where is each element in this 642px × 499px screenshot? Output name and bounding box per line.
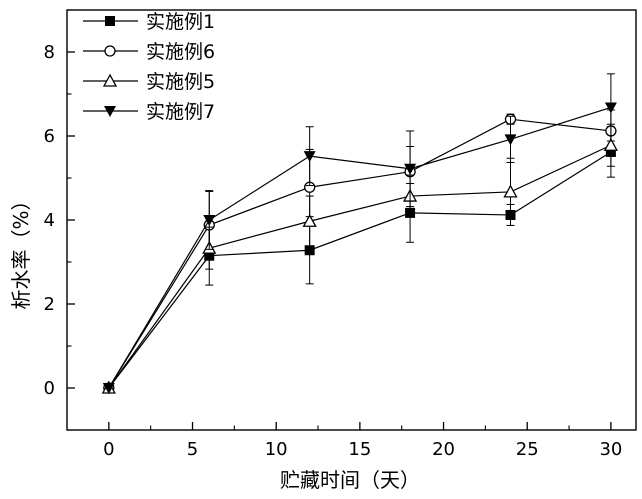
data-point [504,134,516,145]
legend-marker [105,16,115,26]
x-tick-label: 10 [265,439,288,460]
y-tick-label: 8 [44,42,55,63]
series-2 [104,110,616,393]
legend: 实施例1 实施例6 实施例5 实施例7 [83,11,215,123]
legend-label: 实施例7 [146,101,215,123]
x-tick-label: 5 [187,439,198,460]
legend-label: 实施例5 [146,71,215,93]
series-line [109,152,611,388]
series-3 [103,124,617,393]
x-axis: 0 5 10 15 20 25 30 [103,422,622,460]
y-tick-label: 2 [44,294,55,315]
y-tick-label: 0 [44,378,55,399]
series-1 [104,127,616,393]
data-point [504,186,516,197]
legend-marker [105,46,115,56]
x-tick-label: 25 [516,439,539,460]
y-tick-label: 4 [44,210,55,231]
y-axis: 0 2 4 6 8 [44,10,75,430]
x-tick-label: 15 [348,439,371,460]
legend-label: 实施例6 [146,41,215,63]
legend-item-4: 实施例7 [83,101,215,123]
y-tick-label: 6 [44,126,55,147]
series-line [109,119,611,388]
x-tick-label: 20 [432,439,455,460]
legend-label: 实施例1 [146,11,215,33]
legend-item-3: 实施例5 [83,71,215,93]
series-line [109,107,611,388]
legend-item-2: 实施例6 [83,41,215,63]
data-point [605,102,617,113]
x-axis-title: 贮藏时间（天） [280,468,420,492]
x-tick-label: 30 [599,439,622,460]
legend-item-1: 实施例1 [83,11,215,33]
y-axis-title: 析水率（%） [9,190,33,309]
x-tick-label: 0 [103,439,114,460]
